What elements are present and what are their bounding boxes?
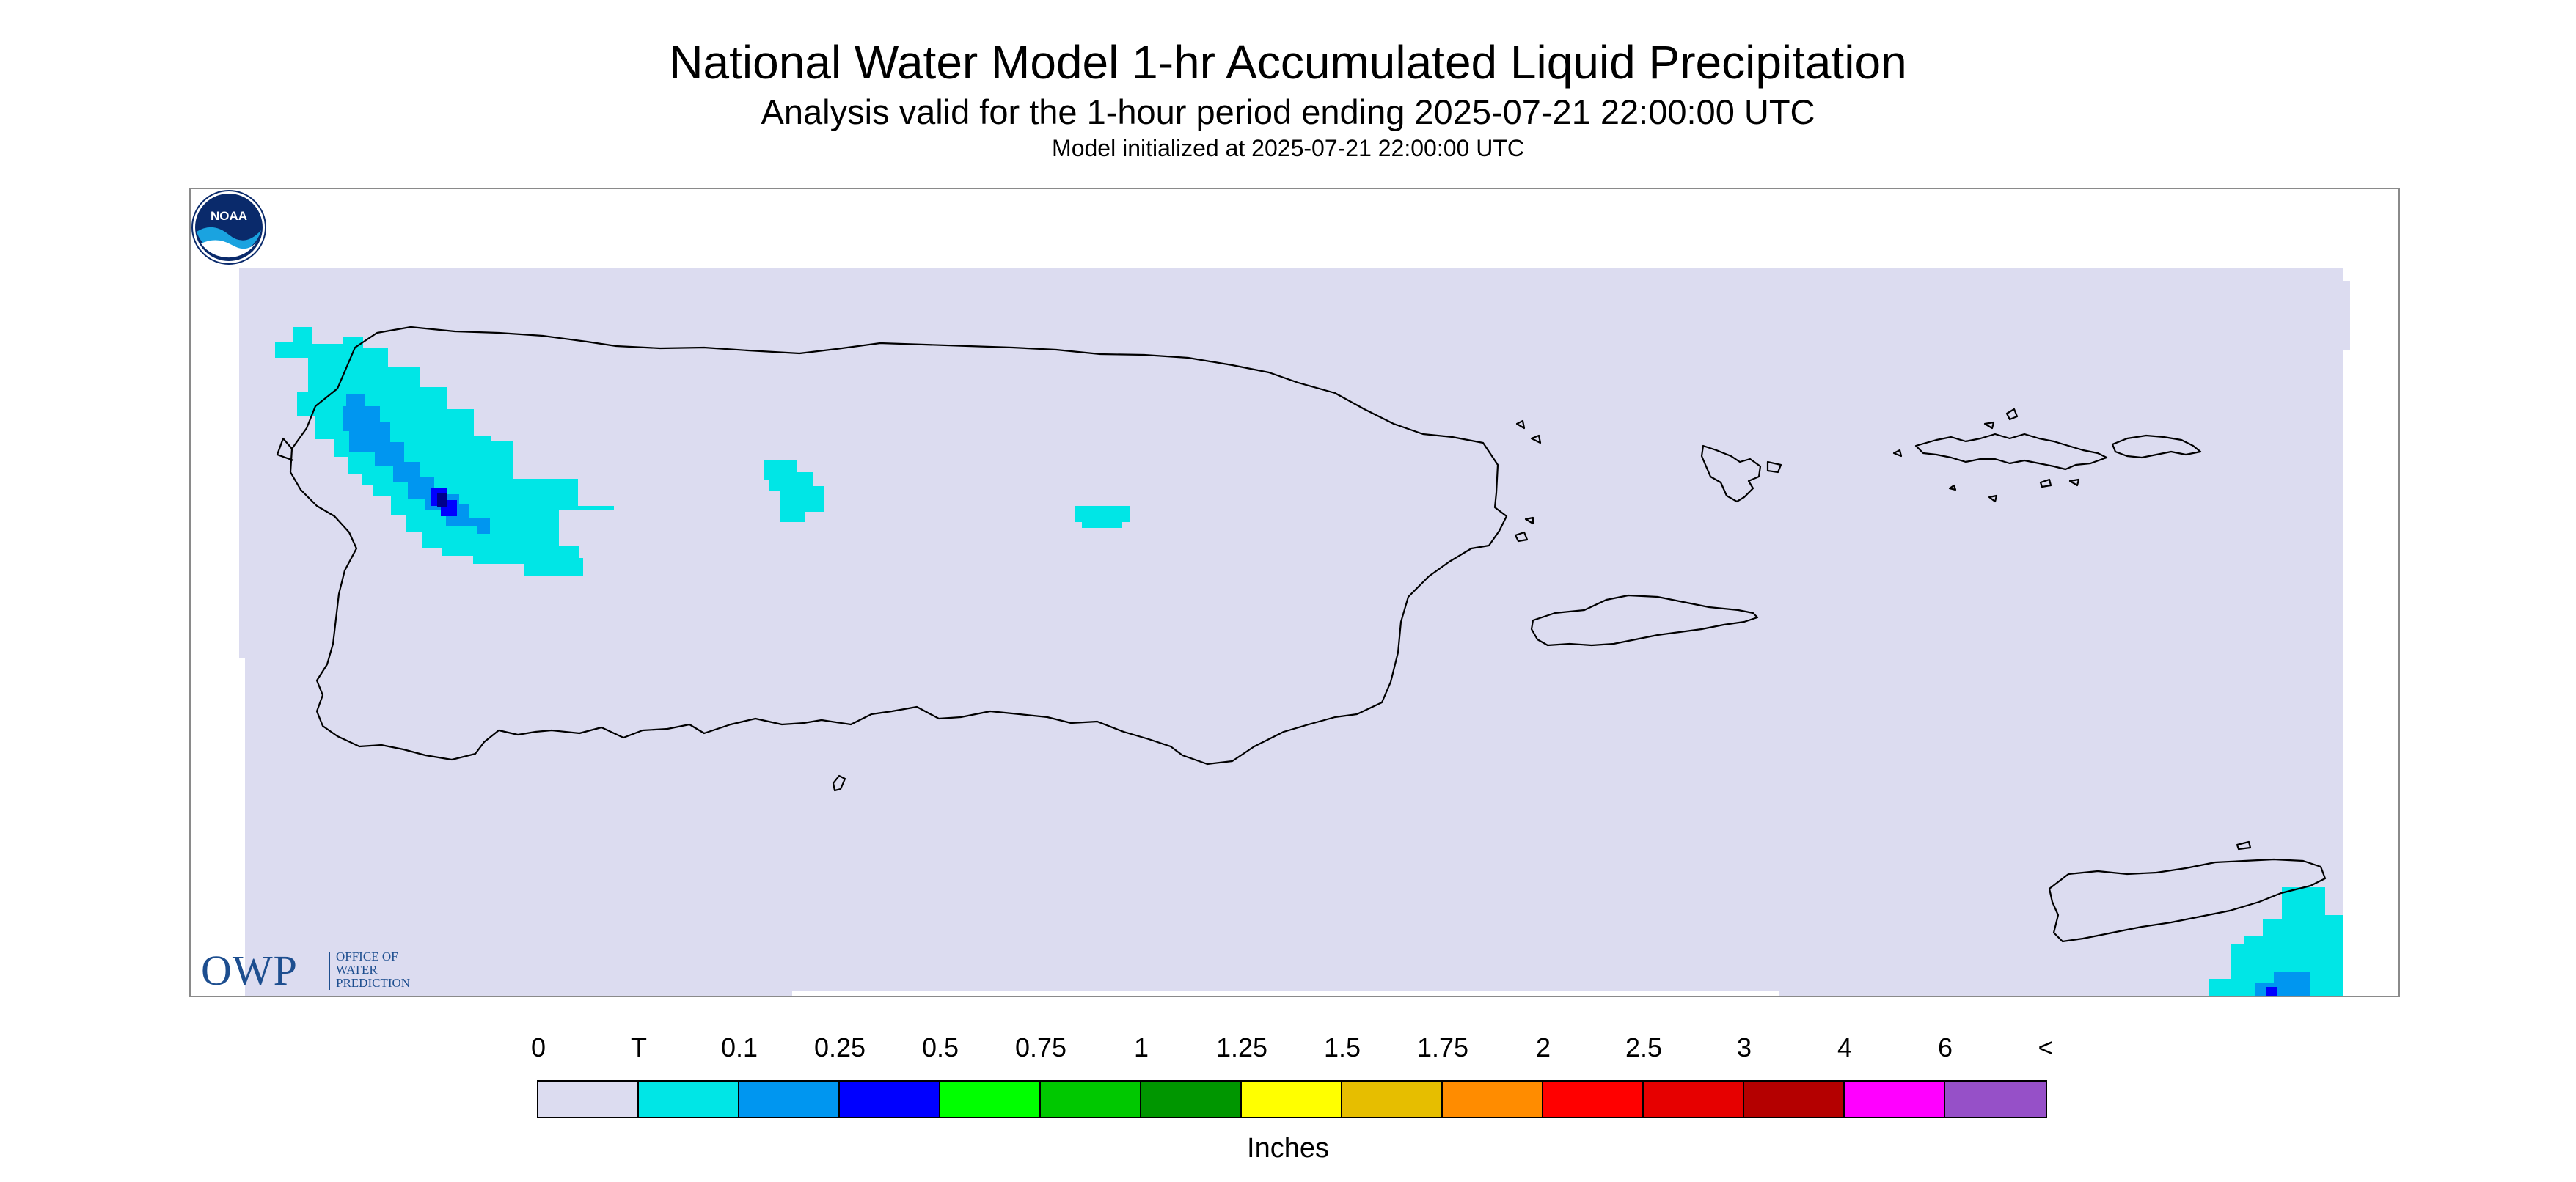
legend-label-1: T: [631, 1032, 647, 1062]
legend-label-13: 4: [1837, 1032, 1853, 1062]
map-canvas: [239, 268, 2350, 996]
precip-cell-central-west: [764, 460, 824, 522]
legend-label-12: 3: [1736, 1032, 1752, 1062]
small-cay-2: [1983, 421, 1995, 430]
precip-cell-nw-core: [343, 394, 490, 534]
map-subtitle: Analysis valid for the 1-hour period end…: [761, 92, 1815, 131]
culebra: [1700, 444, 1762, 503]
coastlines: [276, 326, 2327, 943]
puerto-rico-coastline-west-tip: [276, 437, 294, 462]
st-croix: [2048, 858, 2327, 943]
legend-swatch-11: [1644, 1082, 1744, 1117]
east-pr-islet-1: [1515, 419, 1526, 430]
owp-logo: OWP OFFICE OF WATER PREDICTION: [201, 949, 443, 993]
small-cay-5: [1892, 449, 1903, 458]
legend-swatch-14: [1945, 1082, 2046, 1117]
legend-swatch-3: [840, 1082, 940, 1117]
precip-cell-se: [2209, 887, 2343, 996]
east-pr-islet-4: [1524, 516, 1534, 525]
precip-cell-central: [1075, 506, 1130, 528]
culebra-islet: [1766, 460, 1782, 474]
legend-swatch-0: [538, 1082, 639, 1117]
legend-swatch-5: [1041, 1082, 1141, 1117]
precip-peak-cell: [437, 493, 447, 507]
east-pr-islet-3: [1514, 531, 1529, 543]
legend-label-7: 1.25: [1215, 1032, 1268, 1062]
legend-swatch-7: [1242, 1082, 1342, 1117]
owp-logo-abbrev: OWP: [201, 947, 298, 994]
east-pr-islet-2: [1530, 434, 1542, 444]
owp-logo-divider: [329, 952, 330, 990]
vieques: [1530, 594, 1759, 647]
legend-label-8: 1.5: [1323, 1032, 1361, 1062]
st-croix-islet: [2236, 840, 2252, 851]
noaa-logo: NOAA: [191, 190, 266, 265]
legend-swatch-6: [1141, 1082, 1242, 1117]
precip-cell-nw-max: [437, 493, 447, 507]
legend-label-3: 0.25: [813, 1032, 866, 1062]
owp-logo-line1: OFFICE OF: [336, 950, 398, 963]
tortola-area: [2111, 434, 2202, 459]
legend-label-9: 1.75: [1416, 1032, 1469, 1062]
legend-colorbar: [537, 1080, 2047, 1118]
legend-label-5: 0.75: [1014, 1032, 1067, 1062]
legend-swatch-2: [739, 1082, 840, 1117]
precip-trace-areas: [275, 327, 2343, 996]
small-cay-1: [2005, 408, 2019, 421]
legend-swatch-12: [1744, 1082, 1845, 1117]
owp-logo-text: OFFICE OF WATER PREDICTION: [336, 950, 410, 990]
map-title: National Water Model 1-hr Accumulated Li…: [669, 36, 1907, 89]
small-cay-4: [2068, 478, 2080, 487]
owp-logo-line3: PREDICTION: [336, 976, 411, 990]
model-init-line: Model initialized at 2025-07-21 22:00:00…: [1052, 135, 1524, 161]
precipitation-map: OWP OFFICE OF WATER PREDICTION NOAA: [189, 188, 2400, 997]
puerto-rico-coastline: [289, 326, 1508, 766]
legend-swatch-1: [639, 1082, 739, 1117]
small-cay-7: [1988, 494, 1998, 503]
legend-swatch-9: [1443, 1082, 1543, 1117]
legend-label-14: 6: [1937, 1032, 1953, 1062]
legend-swatch-8: [1342, 1082, 1443, 1117]
legend-label-6: 1: [1133, 1032, 1149, 1062]
legend-labels: 0 T 0.1 0.25 0.5 0.75 1 1.25 1.5 1.75 2 2.5 3 4 6 <: [0, 1032, 2576, 1069]
legend-label-4: 0.5: [921, 1032, 959, 1062]
legend-label-10: 2: [1535, 1032, 1551, 1062]
mona-island: [832, 774, 846, 792]
precip-cell-se-peak: [2266, 987, 2277, 996]
legend-swatch-13: [1845, 1082, 1945, 1117]
legend-label-0: 0: [530, 1032, 546, 1062]
noaa-logo-text: NOAA: [211, 209, 247, 223]
precip-cell-nw: [275, 327, 614, 576]
legend-label-11: 2.5: [1625, 1032, 1663, 1062]
legend-swatch-10: [1543, 1082, 1644, 1117]
model-domain: [239, 268, 2350, 996]
legend-label-2: 0.1: [720, 1032, 758, 1062]
st-thomas-st-john: [1914, 433, 2108, 471]
small-cay-6: [1948, 484, 1957, 491]
legend-swatch-4: [940, 1082, 1041, 1117]
small-cay-3: [2039, 478, 2052, 488]
noaa-logo-wave-white: [201, 240, 257, 258]
legend-units: Inches: [1247, 1133, 1329, 1164]
legend-label-15: <: [2038, 1032, 2054, 1062]
owp-logo-line2: WATER: [336, 963, 378, 977]
